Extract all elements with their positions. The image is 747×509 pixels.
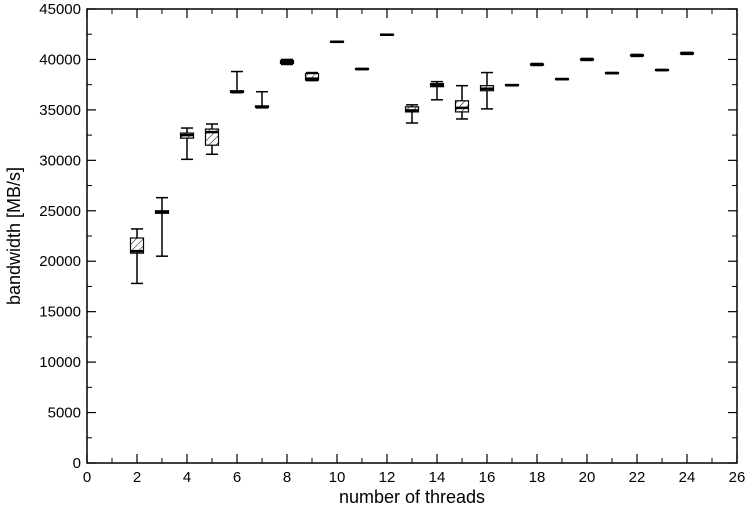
x-tick-label: 8 xyxy=(283,469,291,486)
x-tick-label: 24 xyxy=(679,469,696,486)
x-tick-label: 0 xyxy=(83,469,91,486)
x-tick-label: 22 xyxy=(629,469,646,486)
plot-frame xyxy=(86,8,738,464)
y-tick-label: 40000 xyxy=(39,51,81,68)
x-tick-label: 4 xyxy=(183,469,191,486)
y-tick-label: 5000 xyxy=(48,405,81,422)
x-tick-label: 20 xyxy=(579,469,596,486)
x-tick-label: 16 xyxy=(479,469,496,486)
box-iqr xyxy=(304,72,320,81)
y-tick-label: 10000 xyxy=(39,354,81,371)
plot-area: 0 2 4 6 8 10 12 14 16 18 20 22 24 2605000100001500020… xyxy=(39,1,745,486)
x-tick-label: 12 xyxy=(379,469,396,486)
y-tick-label: 35000 xyxy=(39,102,81,119)
x-tick-label: 18 xyxy=(529,469,546,486)
x-tick-label: 6 xyxy=(233,469,241,486)
y-tick-label: 15000 xyxy=(39,304,81,321)
y-tick-label: 20000 xyxy=(39,253,81,270)
box-iqr xyxy=(454,100,470,113)
y-axis-title: bandwidth [MB/s] xyxy=(4,167,24,305)
box-iqr xyxy=(129,237,145,254)
x-tick-label: 26 xyxy=(729,469,746,486)
y-tick-label: 30000 xyxy=(39,152,81,169)
y-tick-label: 25000 xyxy=(39,203,81,220)
x-tick-label: 14 xyxy=(429,469,446,486)
x-tick-label: 10 xyxy=(329,469,346,486)
y-tick-label: 0 xyxy=(73,455,81,472)
x-tick-label: 2 xyxy=(133,469,141,486)
y-tick-label: 45000 xyxy=(39,1,81,18)
x-axis-title: number of threads xyxy=(339,487,485,507)
